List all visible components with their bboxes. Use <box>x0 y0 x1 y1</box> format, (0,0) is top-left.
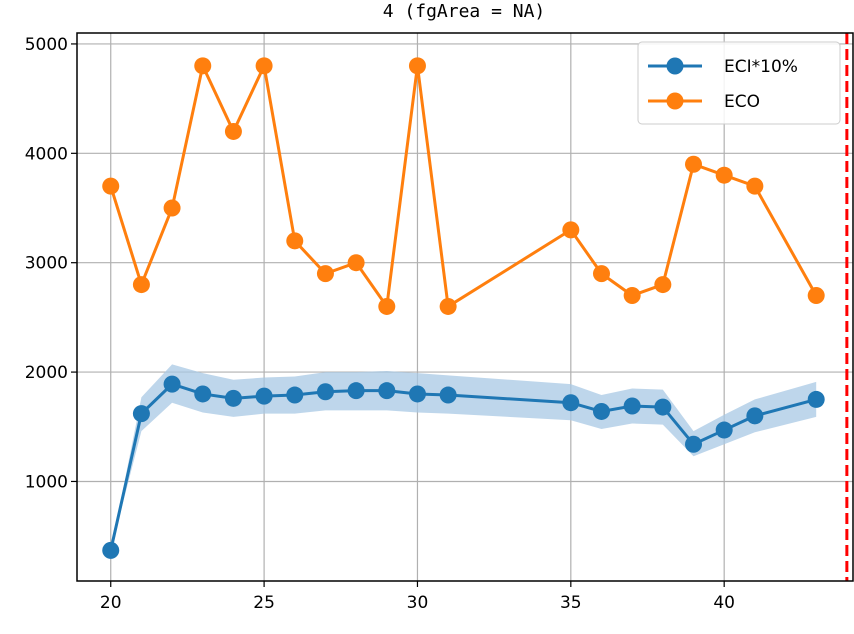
data-point <box>562 394 580 412</box>
data-point <box>439 297 457 315</box>
data-point <box>408 385 426 403</box>
data-point <box>592 402 610 420</box>
data-point <box>623 287 641 305</box>
x-tick-label: 20 <box>100 593 122 613</box>
data-point <box>439 386 457 404</box>
data-point <box>163 375 181 393</box>
plot-frame <box>76 32 854 582</box>
data-point <box>255 57 273 75</box>
data-point <box>592 265 610 283</box>
legend-label: ECI*10% <box>724 57 798 77</box>
series <box>102 57 825 559</box>
data-point <box>807 287 825 305</box>
data-point <box>132 276 150 294</box>
y-tick-label: 3000 <box>25 254 68 274</box>
series-group <box>102 375 825 559</box>
data-point <box>715 421 733 439</box>
data-point <box>654 398 672 416</box>
confidence-bands <box>110 364 817 551</box>
data-point <box>746 177 764 195</box>
data-point <box>562 221 580 239</box>
y-tick-label: 1000 <box>25 472 68 492</box>
legend-box <box>637 41 841 125</box>
legend-marker <box>666 57 684 75</box>
data-point <box>224 389 242 407</box>
data-point <box>286 386 304 404</box>
data-point <box>685 155 703 173</box>
data-point <box>102 177 120 195</box>
data-point <box>286 232 304 250</box>
y-tick-label: 4000 <box>25 144 68 164</box>
x-tick-label: 35 <box>560 593 582 613</box>
data-point <box>316 383 334 401</box>
legend-marker <box>666 92 684 110</box>
legend-label: ECO <box>724 92 760 112</box>
data-point <box>746 407 764 425</box>
x-tick-label: 25 <box>253 593 275 613</box>
data-point <box>378 297 396 315</box>
data-point <box>194 385 212 403</box>
data-point <box>378 382 396 400</box>
data-point <box>347 382 365 400</box>
data-point <box>347 254 365 272</box>
data-point <box>163 199 181 217</box>
data-point <box>132 405 150 423</box>
data-point <box>316 265 334 283</box>
data-point <box>685 435 703 453</box>
y-tick-label: 5000 <box>25 35 68 55</box>
series-group <box>102 57 825 315</box>
data-point <box>194 57 212 75</box>
data-point <box>654 276 672 294</box>
legend: ECI*10% ECO <box>637 41 841 125</box>
data-point <box>224 122 242 140</box>
chart-title: 4 (fgArea = NA) <box>383 1 546 22</box>
x-tick-label: 30 <box>407 593 429 613</box>
data-point <box>408 57 426 75</box>
data-point <box>102 541 120 559</box>
series-line <box>109 60 818 311</box>
confidence-band <box>110 364 817 551</box>
data-point <box>255 387 273 405</box>
x-tick-label: 40 <box>713 593 735 613</box>
data-point <box>715 166 733 184</box>
y-tick-label: 2000 <box>25 363 68 383</box>
data-point <box>623 397 641 415</box>
data-point <box>807 390 825 408</box>
axis-ticks: 20 25 30 35 40 1000 2000 3000 4000 5000 <box>25 35 735 613</box>
